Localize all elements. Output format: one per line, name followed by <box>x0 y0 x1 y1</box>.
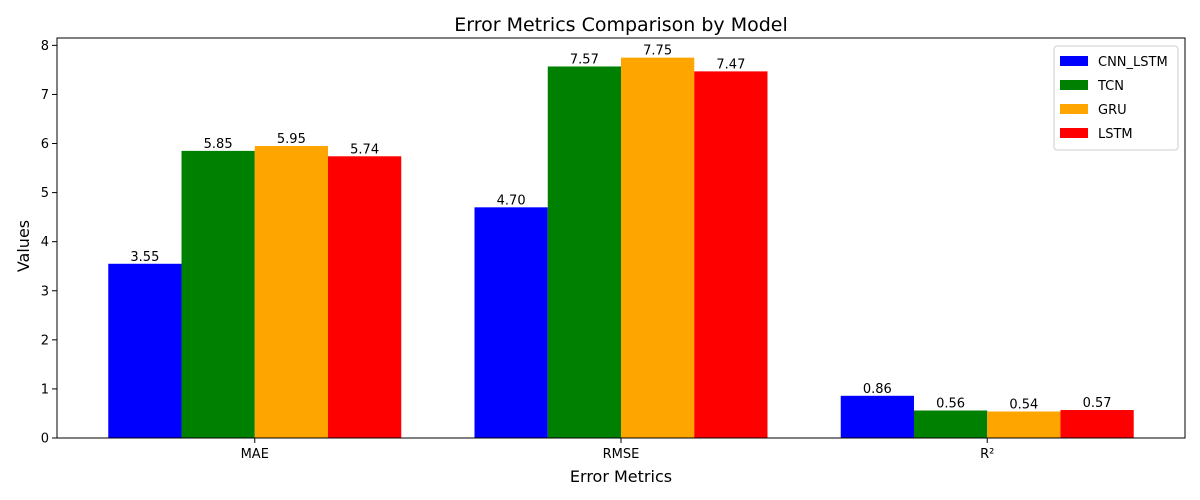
bar-cnn-lstm-0 <box>108 263 182 438</box>
data-label: 0.54 <box>1009 397 1038 412</box>
y-tick-label: 4 <box>41 235 49 250</box>
x-tick-label: R² <box>980 447 994 462</box>
data-label: 5.95 <box>277 132 306 147</box>
legend-label: LSTM <box>1098 127 1133 142</box>
data-label: 4.70 <box>497 193 526 208</box>
legend-swatch <box>1060 128 1088 138</box>
legend-swatch <box>1060 56 1088 66</box>
legend-swatch <box>1060 104 1088 114</box>
data-label: 0.56 <box>936 397 965 412</box>
data-labels-group: 3.55 4.70 0.86 5.85 7.57 0.56 5.95 7.75 0.54 5.74… <box>130 44 1111 413</box>
bar-gru-1 <box>621 57 695 439</box>
x-axis-label: Error Metrics <box>570 467 672 486</box>
y-tick-label: 0 <box>41 432 49 447</box>
data-label: 7.75 <box>643 44 672 59</box>
data-label: 5.74 <box>350 142 379 157</box>
y-axis: 0 1 2 3 4 5 6 7 8 <box>41 39 57 447</box>
x-tick-label: RMSE <box>603 447 640 462</box>
bar-lstm-2 <box>1060 410 1134 438</box>
data-label: 0.57 <box>1083 396 1112 411</box>
legend-swatch <box>1060 80 1088 90</box>
bar-lstm-0 <box>328 156 402 438</box>
y-tick-label: 2 <box>41 333 49 348</box>
bar-tcn-0 <box>181 150 255 439</box>
y-tick-label: 6 <box>41 137 49 152</box>
bar-gru-2 <box>987 411 1061 438</box>
data-label: 0.86 <box>863 382 892 397</box>
y-axis-label: Values <box>14 220 33 272</box>
legend: CNN_LSTM TCN GRU LSTM <box>1053 45 1179 151</box>
x-axis: MAE RMSE R² <box>241 438 994 462</box>
bar-lstm-1 <box>694 71 768 438</box>
y-tick-label: 5 <box>41 186 49 201</box>
bars-group <box>108 57 1134 439</box>
legend-label: GRU <box>1098 103 1127 118</box>
x-tick-label: MAE <box>241 447 269 462</box>
bar-tcn-1 <box>547 66 621 439</box>
legend-label: TCN <box>1097 79 1124 94</box>
bar-cnn-lstm-2 <box>840 395 914 438</box>
data-label: 3.55 <box>130 250 159 265</box>
legend-label: CNN_LSTM <box>1098 55 1168 70</box>
bar-tcn-2 <box>913 410 988 438</box>
bar-gru-0 <box>254 145 329 438</box>
y-tick-label: 8 <box>41 39 49 54</box>
y-tick-label: 3 <box>41 284 49 299</box>
y-tick-label: 1 <box>41 382 49 397</box>
data-label: 5.85 <box>204 137 233 152</box>
y-tick-label: 7 <box>41 88 49 103</box>
bar-cnn-lstm-1 <box>474 207 548 438</box>
legend-box <box>1053 45 1179 151</box>
chart-title: Error Metrics Comparison by Model <box>454 14 788 36</box>
data-label: 7.57 <box>570 52 599 67</box>
data-label: 7.47 <box>716 57 745 72</box>
